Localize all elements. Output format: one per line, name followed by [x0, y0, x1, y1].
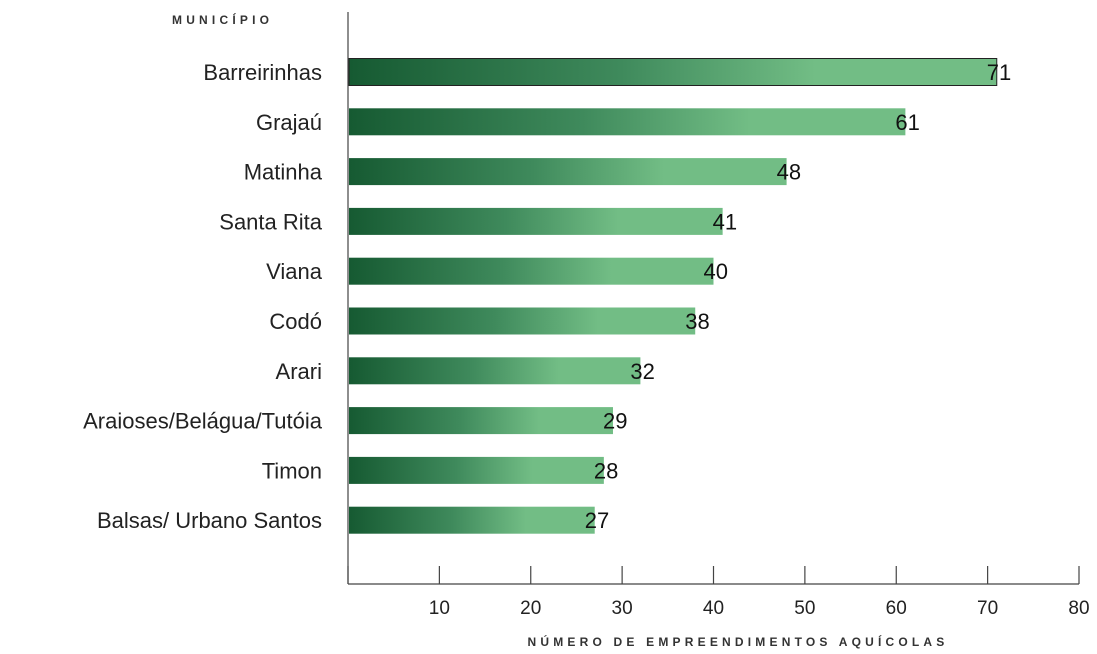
value-label-0: 71 — [987, 60, 1011, 85]
value-label-8: 28 — [594, 458, 618, 483]
x-tick-label-4: 50 — [794, 598, 815, 619]
x-tick-label-6: 70 — [977, 598, 998, 619]
value-label-2: 48 — [777, 160, 801, 185]
x-tick-label-7: 80 — [1068, 598, 1089, 619]
bar-5 — [349, 307, 696, 335]
category-label-6: Arari — [276, 359, 322, 384]
bars-layer — [348, 58, 998, 534]
category-label-2: Matinha — [244, 160, 323, 185]
x-tick-label-2: 30 — [612, 598, 633, 619]
bar-8 — [349, 456, 604, 484]
x-axis-title: NÚMERO DE EMPREENDIMENTOS AQUÍCOLAS — [527, 634, 948, 649]
category-label-9: Balsas/ Urbano Santos — [97, 508, 322, 533]
value-label-5: 38 — [685, 309, 709, 334]
category-label-0: Barreirinhas — [203, 60, 322, 85]
category-label-8: Timon — [262, 458, 322, 483]
y-axis-title: MUNICÍPIO — [172, 12, 273, 27]
bar-9 — [349, 506, 595, 534]
value-label-9: 27 — [585, 508, 609, 533]
x-tick-label-1: 20 — [520, 598, 541, 619]
bar-4 — [349, 257, 714, 285]
category-label-1: Grajaú — [256, 110, 322, 135]
x-tick-label-5: 60 — [886, 598, 907, 619]
value-label-1: 61 — [895, 110, 919, 135]
bar-2 — [349, 158, 787, 186]
x-axis-ticks: 10 20 30 40 50 60 70 80 — [347, 566, 1090, 619]
value-label-6: 32 — [630, 359, 654, 384]
bar-3 — [349, 207, 723, 235]
value-label-4: 40 — [704, 259, 728, 284]
value-label-3: 41 — [713, 209, 737, 234]
category-labels: Barreirinhas Grajaú Matinha Santa Rita Viana… — [83, 60, 323, 533]
bar-7 — [349, 407, 613, 435]
x-tick-label-0: 10 — [429, 598, 450, 619]
bar-6 — [349, 357, 641, 385]
category-label-7: Araioses/Belágua/Tutóia — [83, 409, 323, 434]
category-label-4: Viana — [266, 259, 323, 284]
bar-1 — [349, 108, 906, 136]
bar-0 — [348, 58, 998, 86]
category-label-3: Santa Rita — [219, 209, 322, 234]
value-label-7: 29 — [603, 409, 627, 434]
category-label-5: Codó — [269, 309, 322, 334]
x-tick-label-3: 40 — [703, 598, 724, 619]
